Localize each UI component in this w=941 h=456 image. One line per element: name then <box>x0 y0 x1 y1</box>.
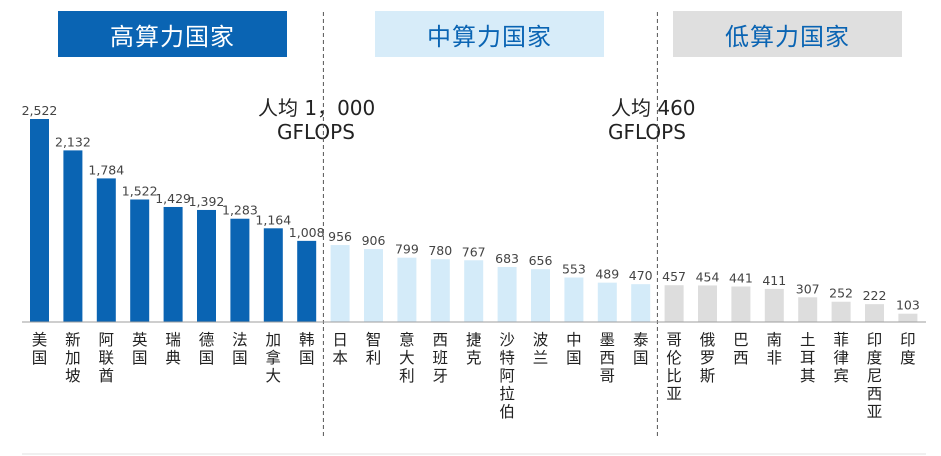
value-label-10: 956 <box>328 229 352 244</box>
category-label-16: 波兰 <box>533 331 549 367</box>
value-label-2: 2,132 <box>55 134 91 149</box>
category-label-6: 德国 <box>199 331 215 367</box>
category-label-17: 中国 <box>566 331 582 367</box>
category-label-18: 墨西哥 <box>600 331 616 385</box>
value-label-11: 906 <box>362 233 386 248</box>
bar-14 <box>464 260 484 322</box>
threshold-1-line2: GFLOPS <box>277 120 355 144</box>
value-label-19: 470 <box>629 268 653 283</box>
bar-25 <box>831 301 851 322</box>
group-header-mid: 中算力国家 <box>375 11 604 57</box>
value-label-22: 441 <box>729 271 753 286</box>
value-label-27: 103 <box>896 298 920 313</box>
bar-15 <box>497 267 517 322</box>
value-label-9: 1,008 <box>289 225 325 240</box>
bar-26 <box>865 304 884 322</box>
bar-24 <box>798 297 818 322</box>
bar-22 <box>731 286 751 322</box>
value-label-3: 1,784 <box>88 162 124 177</box>
group-header-high: 高算力国家 <box>58 11 287 57</box>
threshold-2-line1: 人均 460 <box>611 96 696 120</box>
value-label-13: 780 <box>428 243 452 258</box>
category-label-7: 法国 <box>232 331 248 367</box>
bar-18 <box>597 282 617 322</box>
value-label-21: 454 <box>696 269 720 284</box>
bar-16 <box>531 269 550 322</box>
value-label-23: 411 <box>762 273 786 288</box>
value-label-12: 799 <box>395 242 419 257</box>
category-label-8: 加拿大 <box>266 331 282 385</box>
bar-5 <box>163 206 183 322</box>
bar-11 <box>364 249 383 322</box>
category-label-26: 印度尼西亚 <box>867 331 883 421</box>
category-label-5: 瑞典 <box>165 331 181 367</box>
bar-9 <box>297 240 317 322</box>
category-label-4: 英国 <box>132 331 148 367</box>
category-label-27: 印度 <box>900 331 916 367</box>
value-label-16: 656 <box>529 253 553 268</box>
bar-8 <box>263 228 283 322</box>
bar-21 <box>698 285 717 322</box>
bar-2 <box>63 150 83 322</box>
category-label-2: 新加坡 <box>65 331 81 385</box>
group-header-low: 低算力国家 <box>673 11 902 57</box>
value-label-7: 1,283 <box>222 203 258 218</box>
bar-17 <box>564 277 584 322</box>
category-label-12: 意大利 <box>399 330 415 385</box>
value-label-26: 222 <box>863 288 887 303</box>
category-label-25: 菲律宾 <box>833 331 849 385</box>
bar-1 <box>30 119 49 322</box>
category-label-21: 俄罗斯 <box>700 331 716 385</box>
bar-20 <box>664 285 684 322</box>
value-label-24: 307 <box>796 281 820 296</box>
bar-3 <box>96 178 116 322</box>
value-label-15: 683 <box>495 251 519 266</box>
threshold-2-line2: GFLOPS <box>608 120 686 144</box>
threshold-1-line1: 人均 1，000 <box>258 96 376 120</box>
value-label-1: 2,522 <box>22 103 58 118</box>
category-label-14: 捷克 <box>466 331 482 367</box>
bar-6 <box>197 209 216 322</box>
value-label-18: 489 <box>595 267 619 282</box>
bar-19 <box>631 284 651 322</box>
bar-27 <box>898 313 918 322</box>
bar-12 <box>397 257 417 322</box>
category-label-11: 智利 <box>366 331 382 367</box>
category-label-15: 沙特阿拉伯 <box>499 331 515 421</box>
value-label-8: 1,164 <box>255 212 291 227</box>
category-label-13: 西班牙 <box>433 331 449 385</box>
bar-13 <box>430 259 450 322</box>
value-label-6: 1,392 <box>189 194 225 209</box>
bar-4 <box>130 199 150 322</box>
category-label-24: 土耳其 <box>800 331 816 385</box>
value-label-25: 252 <box>829 286 853 301</box>
category-label-20: 哥伦比亚 <box>666 331 682 403</box>
value-label-4: 1,522 <box>122 183 158 198</box>
category-label-1: 美国 <box>32 331 48 367</box>
bar-23 <box>764 288 784 322</box>
value-label-20: 457 <box>662 269 686 284</box>
category-label-3: 阿联酋 <box>99 331 115 385</box>
category-label-22: 巴西 <box>733 331 749 367</box>
value-label-17: 553 <box>562 261 586 276</box>
bar-7 <box>230 218 250 322</box>
category-label-23: 南非 <box>767 331 783 367</box>
bar-10 <box>330 245 350 322</box>
value-label-5: 1,429 <box>155 191 191 206</box>
category-label-9: 韩国 <box>299 331 315 367</box>
category-label-19: 泰国 <box>633 331 649 367</box>
category-label-10: 日本 <box>332 331 348 367</box>
value-label-14: 767 <box>462 244 486 259</box>
